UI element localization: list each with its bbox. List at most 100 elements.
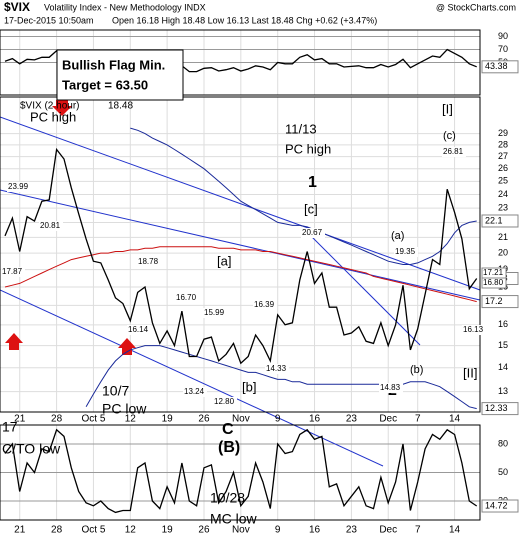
callout: 26.81	[443, 147, 464, 156]
x-tick-label: 7	[415, 414, 421, 425]
callout: 20.81	[40, 221, 61, 230]
y-tick-label: 24	[498, 189, 508, 199]
callout: 15.99	[204, 308, 225, 317]
trend-line	[0, 116, 481, 291]
x-tick-label: 19	[162, 525, 174, 536]
x-tick-label: 12	[125, 414, 137, 425]
callout: 19.35	[395, 247, 416, 256]
x-tick-label: Oct 5	[81, 414, 105, 425]
y-tick-label: 70	[498, 44, 508, 54]
annotation: Bullish Flag Min.	[62, 57, 165, 72]
trend-line	[0, 289, 384, 467]
callout-box	[462, 325, 486, 335]
callout: 17.21	[483, 268, 504, 277]
x-tick-label: 28	[51, 414, 63, 425]
callout: 14.33	[266, 364, 287, 373]
callout-box	[183, 387, 207, 397]
last-value-label: 22.1	[485, 215, 503, 225]
annotation: 10/28	[210, 490, 245, 506]
legend: $VIX (2 hour)	[20, 101, 79, 112]
annotation: PC high	[30, 109, 76, 124]
last-value-box	[481, 214, 519, 228]
x-tick-label: 26	[198, 525, 210, 536]
callout-box	[442, 147, 466, 157]
callout-box	[253, 300, 277, 310]
symbol: $VIX	[4, 0, 30, 14]
last-value-label: 14.72	[485, 500, 508, 510]
x-tick-label: 28	[51, 525, 63, 536]
annotation: (b)	[410, 364, 423, 376]
callout-box	[39, 221, 63, 231]
annotation: [c]	[304, 201, 318, 216]
x-tick-label: 23	[346, 525, 358, 536]
trend-line	[0, 189, 481, 301]
y-tick-label: 16	[498, 319, 508, 329]
callout: 23.99	[8, 182, 29, 191]
last-value-label: 43.38	[485, 61, 508, 71]
callout: 12.80	[214, 397, 235, 406]
annotation: (B)	[218, 439, 240, 456]
x-tick-label: Dec	[379, 414, 397, 425]
trend-line	[309, 234, 421, 346]
x-tick-label: 21	[14, 414, 26, 425]
annotation: C/TO low	[2, 441, 61, 457]
annotation: 17	[2, 419, 18, 435]
annotation: 11/13	[285, 121, 317, 136]
arrow	[52, 100, 72, 116]
callout-box	[379, 383, 403, 393]
x-tick-label: Dec	[379, 525, 397, 536]
arrow	[118, 338, 136, 355]
x-tick-label: 14	[449, 525, 461, 536]
line	[130, 127, 477, 265]
last-value-box	[481, 402, 519, 416]
quote: Open 16.18 High 18.48 Low 16.13 Last 18.…	[112, 15, 377, 25]
y-tick-label: 28	[498, 139, 508, 149]
line	[85, 345, 477, 410]
x-tick-label: Nov	[232, 525, 250, 536]
plot-frame	[0, 29, 481, 96]
annotation: (a)	[391, 230, 404, 242]
callout-box	[301, 228, 325, 238]
annotation: PC low	[102, 401, 147, 417]
annotation: Target = 63.50	[62, 77, 148, 92]
x-tick-label: 23	[346, 414, 358, 425]
y-tick-label: 29	[498, 128, 508, 138]
line	[4, 147, 478, 365]
x-tick-label: 7	[415, 525, 421, 536]
annotation: [b]	[242, 379, 256, 394]
y-tick-label: 23	[498, 203, 508, 213]
y-tick-label: 50	[498, 467, 508, 477]
last-value-label: 12.33	[485, 403, 508, 413]
callout-box	[481, 277, 507, 289]
datetime: 17-Dec-2015 10:50am	[4, 15, 94, 25]
y-tick-label: 21	[498, 232, 508, 242]
y-tick-label: 80	[498, 438, 508, 448]
callout: 18.78	[138, 257, 159, 266]
y-tick-label: 20	[498, 247, 508, 257]
arrow	[5, 333, 23, 350]
plot-frame	[0, 96, 481, 413]
callout-box	[213, 397, 237, 407]
x-tick-label: 16	[309, 525, 321, 536]
callout-box	[7, 182, 31, 192]
index-name: Volatility Index - New Methodology INDX	[44, 2, 206, 12]
last-value-box	[481, 499, 519, 513]
y-tick-label: 27	[498, 151, 508, 161]
y-tick-label: 15	[498, 340, 508, 350]
annotation: (c)	[443, 130, 456, 142]
x-tick-label: 26	[198, 414, 210, 425]
y-tick-label: 25	[498, 176, 508, 186]
last-value-label: 17.2	[485, 296, 503, 306]
line	[4, 428, 478, 514]
callout: 14.83	[380, 383, 401, 392]
annotation: 10/7	[102, 383, 129, 399]
callout-box	[127, 325, 151, 335]
callout-box	[1, 267, 25, 277]
callout-box	[265, 364, 289, 374]
x-tick-label: 14	[449, 414, 461, 425]
callout: 17.87	[2, 267, 23, 276]
annotation: [a]	[217, 253, 231, 268]
annotation: C	[222, 421, 234, 438]
x-tick-label: 9	[275, 414, 281, 425]
